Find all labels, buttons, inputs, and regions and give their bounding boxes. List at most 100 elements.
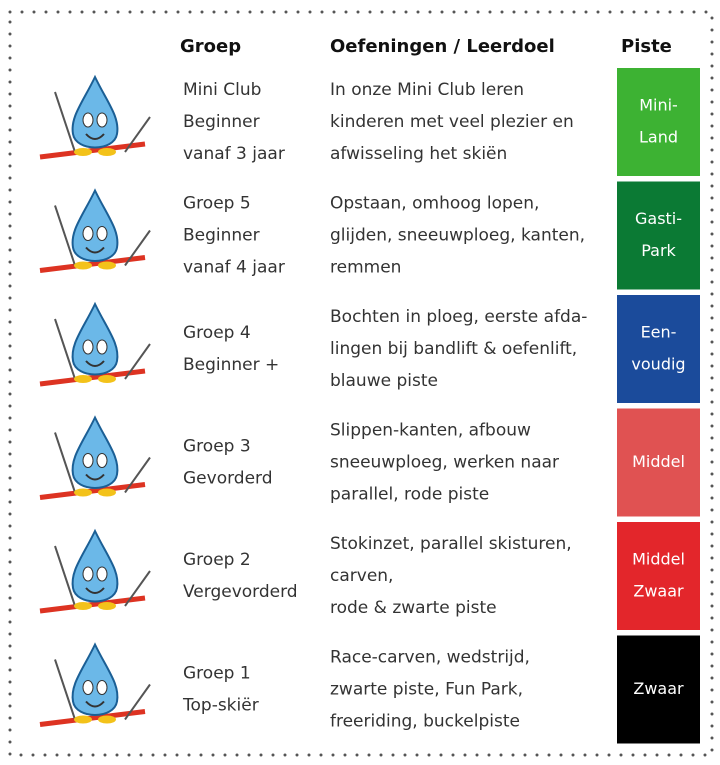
piste-label: Middel <box>632 452 685 471</box>
foot <box>98 602 116 610</box>
group-line: Vergevorderd <box>183 582 298 602</box>
ski <box>39 255 146 273</box>
pole <box>54 659 76 720</box>
foot <box>74 715 92 724</box>
exercise-line: blauwe piste <box>330 371 438 391</box>
mouth <box>85 133 105 140</box>
exercise-line: carven, <box>330 566 393 586</box>
exercise-line: lingen bij bandlift & oefenlift, <box>330 339 577 359</box>
pole <box>124 683 151 721</box>
mascot <box>39 74 151 160</box>
exercise-line: remmen <box>330 258 401 278</box>
ski <box>39 141 146 160</box>
pole <box>54 91 76 153</box>
piste-box <box>617 522 700 630</box>
piste-label: voudig <box>631 355 685 374</box>
foot <box>98 261 116 270</box>
exercise-line: rode & zwarte piste <box>330 598 497 618</box>
exercise-line: Stokinzet, parallel skisturen, <box>330 534 572 554</box>
group-line: Groep 2 <box>183 550 251 570</box>
piste-box <box>617 635 700 744</box>
group-line: vanaf 4 jaar <box>183 258 285 278</box>
piste-label: Zwaar <box>633 582 684 601</box>
exercise-line: In onze Mini Club leren <box>330 80 524 100</box>
mascot <box>39 301 151 387</box>
eye <box>82 680 94 695</box>
mouth <box>85 700 105 708</box>
foot <box>74 261 92 270</box>
foot <box>74 488 92 497</box>
rows: Mini Club Beginner vanaf 3 jaar In onze Min… <box>39 68 700 744</box>
body <box>71 188 119 262</box>
group-line: Groep 4 <box>183 323 251 343</box>
exercise-line: afwisseling het skiën <box>330 144 507 164</box>
foot <box>74 602 92 610</box>
exercise-line: parallel, rode piste <box>330 485 489 505</box>
pole <box>54 205 76 266</box>
pole <box>124 229 151 267</box>
group-line: Beginner <box>183 226 260 246</box>
body <box>71 642 119 716</box>
eye <box>82 339 94 355</box>
group-line: vanaf 3 jaar <box>183 144 285 164</box>
foot <box>74 148 92 156</box>
eye <box>96 566 108 582</box>
piste-label: Gasti- <box>635 209 682 228</box>
foot <box>98 148 116 156</box>
exercise-line: Opstaan, omhoog lopen, <box>330 194 539 214</box>
pole <box>124 456 151 494</box>
group-line: Groep 5 <box>183 194 251 214</box>
piste-box <box>617 181 700 290</box>
pole <box>54 432 76 493</box>
piste-label: Middel <box>632 550 685 569</box>
body <box>71 74 119 149</box>
eye <box>82 226 94 241</box>
header-exercises: Oefeningen / Leerdoel <box>330 36 555 57</box>
pole <box>124 343 151 380</box>
piste-box <box>617 68 700 176</box>
eye <box>82 112 94 128</box>
group-line: Beginner <box>183 112 260 132</box>
eye <box>82 453 94 468</box>
pole <box>124 570 151 607</box>
body <box>71 301 119 376</box>
piste-label: Een- <box>641 323 677 342</box>
body <box>71 415 119 489</box>
foot <box>98 375 116 383</box>
piste-label: Zwaar <box>633 679 684 698</box>
ski <box>39 709 146 727</box>
mascot <box>39 642 151 727</box>
ski <box>39 595 146 614</box>
exercise-line: Bochten in ploeg, eerste afda- <box>330 307 587 327</box>
eye <box>96 112 108 128</box>
ski <box>39 482 146 500</box>
piste-box <box>617 295 700 403</box>
mouth <box>85 473 105 481</box>
group-line: Beginner + <box>183 355 279 375</box>
eye <box>96 453 108 468</box>
pole <box>54 545 76 607</box>
exercise-line: sneeuwploeg, werken naar <box>330 453 559 473</box>
exercise-line: kinderen met veel plezier en <box>330 112 574 132</box>
exercise-line: zwarte piste, Fun Park, <box>330 680 523 700</box>
foot <box>74 375 92 383</box>
exercise-line: glijden, sneeuwploeg, kanten, <box>330 226 585 246</box>
group-line: Groep 3 <box>183 437 251 457</box>
mascot <box>39 415 151 500</box>
piste-label: Park <box>641 241 676 260</box>
foot <box>98 488 116 497</box>
header-piste: Piste <box>621 36 672 57</box>
eye <box>96 339 108 355</box>
piste-label: Mini- <box>639 96 678 115</box>
foot <box>98 715 116 724</box>
eye <box>82 566 94 582</box>
mascot <box>39 528 151 614</box>
group-line: Mini Club <box>183 80 261 100</box>
pole <box>54 318 76 380</box>
body <box>71 528 119 603</box>
group-line: Groep 1 <box>183 664 251 684</box>
mouth <box>85 246 105 254</box>
mouth <box>85 587 105 594</box>
eye <box>96 680 108 695</box>
